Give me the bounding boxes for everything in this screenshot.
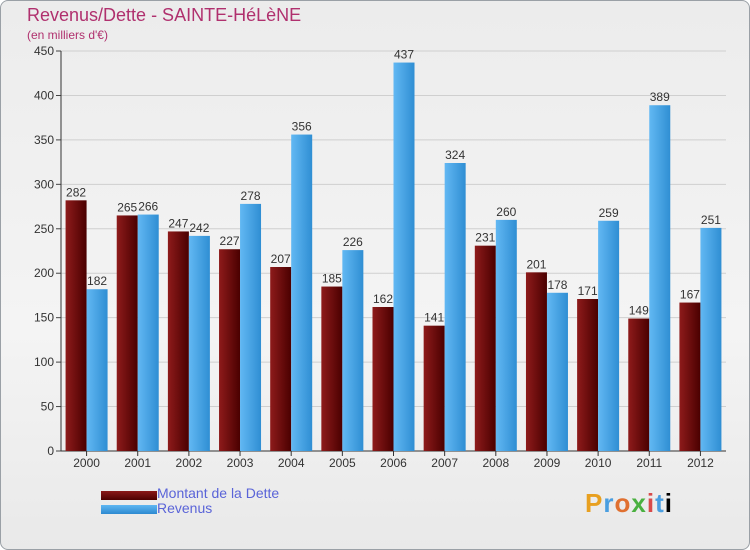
y-tick-label: 250 [34,222,54,236]
bar-revenus [649,105,671,451]
bar-debt [372,307,394,451]
data-label-revenus: 251 [701,213,721,227]
x-tick-label: 2006 [380,456,407,470]
y-tick-label: 150 [34,311,54,325]
y-tick-label: 450 [34,44,54,58]
bar-revenus [444,163,466,451]
legend-label-revenus: Revenus [157,500,213,516]
data-label-debt: 207 [271,252,291,266]
data-label-debt: 149 [629,304,649,318]
x-tick-label: 2000 [73,456,100,470]
bar-revenus [291,134,313,452]
data-label-revenus: 259 [599,206,619,220]
bar-revenus [700,227,722,451]
y-tick-label: 0 [47,444,54,458]
y-tick-label: 300 [34,177,54,191]
data-label-revenus: 324 [445,148,465,162]
data-label-debt: 247 [168,216,188,230]
x-tick-label: 2004 [278,456,305,470]
data-label-debt: 167 [680,288,700,302]
bar-revenus [546,292,568,451]
x-tick-label: 2002 [176,456,203,470]
x-tick-label: 2001 [124,456,151,470]
bar-debt [167,231,189,451]
bar-debt [65,200,87,451]
x-tick-label: 2009 [534,456,561,470]
bar-debt [270,267,292,451]
bar-debt [525,272,547,451]
legend-swatch-revenus [101,505,157,514]
data-label-revenus: 356 [292,120,312,134]
data-label-debt: 231 [475,231,495,245]
y-tick-label: 100 [34,355,54,369]
x-tick-label: 2012 [687,456,714,470]
bar-debt [219,249,241,451]
bar-debt [423,325,445,451]
y-tick-label: 400 [34,88,54,102]
data-label-debt: 141 [424,311,444,325]
chart-title: Revenus/Dette - SAINTE-HéLèNE [27,5,302,25]
y-tick-label: 50 [41,400,55,414]
bar-revenus [393,62,415,452]
bar-revenus [240,203,262,451]
bar-debt [679,302,701,451]
bar-revenus [598,220,620,451]
proxiti-logo: Proxiti [585,488,673,518]
bar-debt [474,245,496,451]
bar-revenus [342,250,364,451]
bar-debt [321,286,343,451]
chart-subtitle: (en milliers d'€) [27,28,108,42]
bar-revenus [495,219,517,451]
data-label-debt: 265 [117,200,137,214]
data-label-revenus: 437 [394,48,414,62]
data-label-revenus: 278 [241,189,261,203]
data-label-debt: 162 [373,292,393,306]
bar-debt [628,318,650,451]
bar-revenus [137,214,159,451]
data-label-revenus: 260 [496,205,516,219]
data-label-debt: 227 [220,234,240,248]
bar-revenus [188,235,210,451]
legend-label-debt: Montant de la Dette [157,485,280,501]
data-label-debt: 282 [66,185,86,199]
legend-swatch-debt [101,491,157,500]
data-label-revenus: 182 [87,274,107,288]
data-label-revenus: 226 [343,235,363,249]
data-label-revenus: 178 [547,278,567,292]
data-label-debt: 171 [578,284,598,298]
bar-revenus [86,289,108,451]
y-tick-label: 350 [34,133,54,147]
x-tick-label: 2005 [329,456,356,470]
bar-debt [116,215,138,451]
data-label-revenus: 242 [189,221,209,235]
data-label-debt: 185 [322,272,342,286]
bar-debt [577,299,599,451]
y-tick-label: 200 [34,266,54,280]
x-tick-label: 2007 [431,456,458,470]
data-label-revenus: 266 [138,200,158,214]
x-tick-label: 2003 [227,456,254,470]
data-label-debt: 201 [526,257,546,271]
x-tick-label: 2010 [585,456,612,470]
x-tick-label: 2011 [636,456,662,470]
data-label-revenus: 389 [650,90,670,104]
x-tick-label: 2008 [482,456,509,470]
